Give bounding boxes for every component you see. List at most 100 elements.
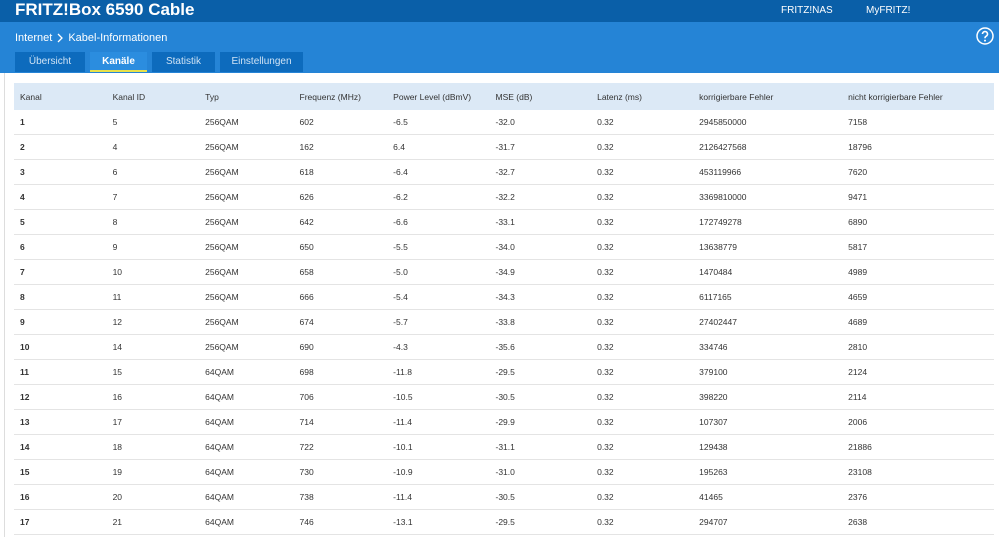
tab[interactable]: Einstellungen xyxy=(220,52,303,72)
table-cell: 172749278 xyxy=(693,209,843,235)
table-cell: 19 xyxy=(106,459,200,485)
table-row: 16 20 64QAM 738 -11.4 -30.5 0.32 41465 2376 xyxy=(14,484,994,510)
table-cell: 4689 xyxy=(842,309,994,335)
table-cell: -31.1 xyxy=(489,434,592,460)
table-cell: 2006 xyxy=(842,409,994,435)
table-row: 9 12 256QAM 674 -5.7 -33.8 0.32 27402447 4689 xyxy=(14,309,994,335)
top-bar: FRITZ!Box 6590 Cable FRITZ!NAS MyFRITZ! xyxy=(0,0,999,22)
column-header: Typ xyxy=(199,83,294,110)
table-cell: 2 xyxy=(14,134,107,160)
table-cell: 18 xyxy=(106,434,200,460)
table-cell: 256QAM xyxy=(199,234,294,260)
table-cell: -32.2 xyxy=(489,184,592,210)
tabs: Übersicht Kanäle Statistik Einstellungen xyxy=(15,52,303,72)
table-cell: -32.7 xyxy=(489,159,592,185)
table-cell: 0.32 xyxy=(591,134,694,160)
table-cell: 2810 xyxy=(842,334,994,360)
table-cell: 650 xyxy=(293,234,388,260)
table-cell: 5 xyxy=(106,110,200,135)
table-row: 3 6 256QAM 618 -6.4 -32.7 0.32 453119966 7620 xyxy=(14,159,994,185)
crumb: Kabel-Informationen xyxy=(68,32,168,44)
table-cell: 3 xyxy=(14,159,107,185)
product-title: FRITZ!Box 6590 Cable xyxy=(15,0,195,19)
table-cell: 5 xyxy=(14,209,107,235)
table-cell: 658 xyxy=(293,259,388,285)
table-cell: 0.32 xyxy=(591,384,694,410)
table-cell: 7620 xyxy=(842,159,994,185)
table-cell: 41465 xyxy=(693,484,843,510)
table-cell: -6.5 xyxy=(387,110,490,135)
column-header: Latenz (ms) xyxy=(591,83,694,110)
table-row: 7 10 256QAM 658 -5.0 -34.9 0.32 1470484 4989 xyxy=(14,259,994,285)
table-row: 17 21 64QAM 746 -13.1 -29.5 0.32 294707 2638 xyxy=(14,509,994,535)
table-cell: -5.5 xyxy=(387,234,490,260)
table-cell: 0.32 xyxy=(591,434,694,460)
table-cell: 398220 xyxy=(693,384,843,410)
table-cell: -29.5 xyxy=(489,509,592,535)
table-cell: 6 xyxy=(106,159,200,185)
table-cell: 0.32 xyxy=(591,509,694,535)
table-cell: 21 xyxy=(106,509,200,535)
table-cell: 10 xyxy=(106,259,200,285)
table-cell: 256QAM xyxy=(199,309,294,335)
table-cell: 64QAM xyxy=(199,434,294,460)
table-cell: 706 xyxy=(293,384,388,410)
table-cell: 195263 xyxy=(693,459,843,485)
table-cell: 0.32 xyxy=(591,184,694,210)
table-row: 15 19 64QAM 730 -10.9 -31.0 0.32 195263 23108 xyxy=(14,459,994,485)
table-cell: 4659 xyxy=(842,284,994,310)
table-cell: 256QAM xyxy=(199,184,294,210)
table-row: 4 7 256QAM 626 -6.2 -32.2 0.32 3369810000 9471 xyxy=(14,184,994,210)
table-cell: -33.8 xyxy=(489,309,592,335)
table-cell: 379100 xyxy=(693,359,843,385)
content: Kanal Kanal ID Typ Frequenz (MHz) Power Leve… xyxy=(4,73,999,537)
table-cell: 2114 xyxy=(842,384,994,410)
table-cell: 107307 xyxy=(693,409,843,435)
table-cell: 11 xyxy=(14,359,107,385)
table-cell: 5817 xyxy=(842,234,994,260)
table-cell: 698 xyxy=(293,359,388,385)
tab[interactable]: Kanäle xyxy=(90,52,147,72)
table-cell: 256QAM xyxy=(199,284,294,310)
table-cell: 2945850000 xyxy=(693,110,843,135)
table-cell: -6.4 xyxy=(387,159,490,185)
table-cell: 11 xyxy=(106,284,200,310)
table-cell: 9 xyxy=(106,234,200,260)
nav-link[interactable]: FRITZ!NAS xyxy=(781,5,833,16)
table-cell: 64QAM xyxy=(199,509,294,535)
table-cell: 666 xyxy=(293,284,388,310)
table-cell: -31.0 xyxy=(489,459,592,485)
table-cell: -11.4 xyxy=(387,409,490,435)
table-cell: -29.9 xyxy=(489,409,592,435)
table-cell: 6890 xyxy=(842,209,994,235)
tab[interactable]: Übersicht xyxy=(15,52,85,72)
table-cell: -31.7 xyxy=(489,134,592,160)
table-cell: 15 xyxy=(14,459,107,485)
table-row: 6 9 256QAM 650 -5.5 -34.0 0.32 13638779 5817 xyxy=(14,234,994,260)
table-cell: 0.32 xyxy=(591,459,694,485)
table-cell: 730 xyxy=(293,459,388,485)
tab[interactable]: Statistik xyxy=(152,52,215,72)
table-cell: 4 xyxy=(106,134,200,160)
table-row: 10 14 256QAM 690 -4.3 -35.6 0.32 334746 2810 xyxy=(14,334,994,360)
table-row: 12 16 64QAM 706 -10.5 -30.5 0.32 398220 2114 xyxy=(14,384,994,410)
nav-link[interactable]: MyFRITZ! xyxy=(866,5,911,16)
table-cell: 2124 xyxy=(842,359,994,385)
table-cell: 674 xyxy=(293,309,388,335)
table-cell: -34.3 xyxy=(489,284,592,310)
table-cell: 256QAM xyxy=(199,110,294,135)
table-cell: 64QAM xyxy=(199,484,294,510)
table-cell: 17 xyxy=(14,509,107,535)
help-icon[interactable] xyxy=(976,27,994,45)
table-cell: 10 xyxy=(14,334,107,360)
crumb[interactable]: Internet xyxy=(15,32,53,44)
table-cell: 14 xyxy=(106,334,200,360)
table-cell: 0.32 xyxy=(591,209,694,235)
table-cell: 16 xyxy=(106,384,200,410)
table-cell: 129438 xyxy=(693,434,843,460)
table-cell: 8 xyxy=(106,209,200,235)
table-cell: -34.0 xyxy=(489,234,592,260)
table-cell: 618 xyxy=(293,159,388,185)
table-cell: 256QAM xyxy=(199,134,294,160)
table-cell: 64QAM xyxy=(199,384,294,410)
